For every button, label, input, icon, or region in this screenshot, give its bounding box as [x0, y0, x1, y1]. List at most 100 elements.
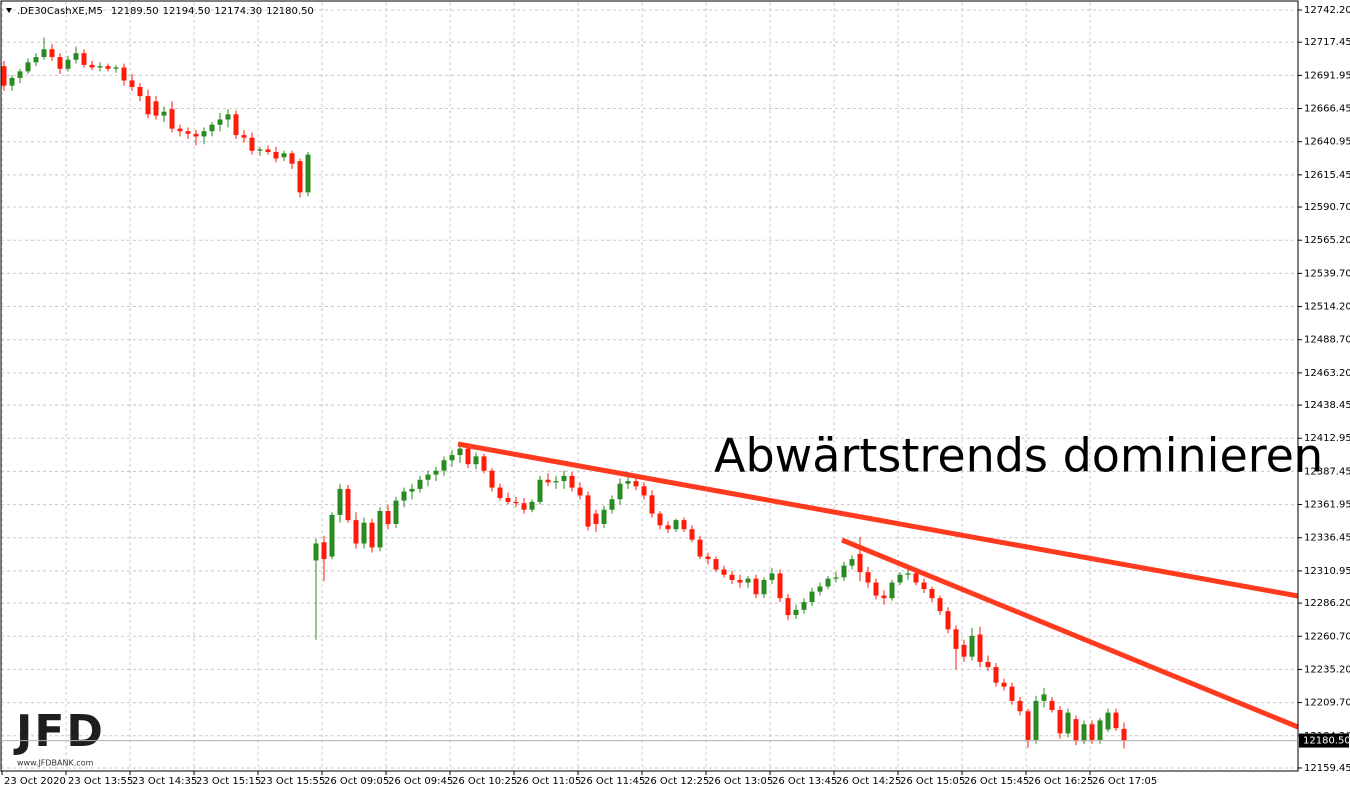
candle-body	[713, 559, 719, 570]
grid	[1, 2, 1298, 771]
candle-body	[873, 582, 879, 596]
candle-body	[1113, 712, 1119, 729]
candle-body	[473, 456, 479, 465]
header-value: 12189.50	[111, 6, 159, 17]
candle-body	[201, 131, 207, 137]
candle-body	[441, 460, 447, 471]
x-tick-label: 26 Oct 15:45	[964, 776, 1029, 787]
candle-body	[321, 542, 327, 560]
candle-body	[73, 53, 79, 60]
candle-body	[945, 611, 951, 630]
candle-body	[1009, 686, 1015, 701]
candle-body	[937, 598, 943, 612]
candle-body	[697, 539, 703, 557]
candle-body	[57, 57, 63, 69]
y-tick-label: 12387.45	[1304, 466, 1350, 477]
candle-body	[513, 501, 519, 504]
trend-line	[841, 537, 1299, 730]
candle-body	[361, 522, 367, 544]
header-value: 12180.50	[266, 6, 314, 17]
candle-body	[1065, 712, 1071, 734]
candle-body	[545, 479, 551, 483]
candle-body	[505, 497, 511, 502]
candle-body	[889, 582, 895, 599]
candle-body	[185, 131, 191, 134]
candle-body	[9, 77, 15, 86]
candle-body	[921, 582, 927, 590]
y-tick-label: 12463.20	[1304, 368, 1350, 379]
candle-body	[569, 475, 575, 488]
x-tick-label: 26 Oct 09:45	[388, 776, 453, 787]
candle-body	[961, 644, 967, 657]
x-tick-label: 23 Oct 14:35	[132, 776, 197, 787]
candle-body	[81, 53, 87, 65]
candle-body	[177, 128, 183, 132]
logo-brand: JFD	[13, 706, 105, 757]
candle-body	[1089, 724, 1095, 740]
y-tick-label: 12742.20	[1304, 5, 1350, 16]
candle-body	[657, 513, 663, 526]
x-tick-label: 26 Oct 10:25	[452, 776, 517, 787]
candle-body	[89, 64, 95, 68]
y-tick-label: 12438.45	[1304, 400, 1350, 411]
trend-line	[457, 441, 1299, 599]
candle-body	[217, 119, 223, 125]
y-tick-label: 12209.70	[1304, 698, 1350, 709]
menu-arrow[interactable]	[6, 8, 12, 13]
candle-body	[137, 86, 143, 97]
candle-body	[1097, 720, 1103, 740]
candle-body	[833, 577, 839, 579]
candle-body	[761, 579, 767, 595]
y-tick-label: 12286.20	[1304, 598, 1350, 609]
candle-body	[593, 513, 599, 525]
candle-body	[929, 589, 935, 599]
header-value: 12174.30	[214, 6, 262, 17]
candle-body	[209, 124, 215, 132]
candle-body	[161, 111, 167, 116]
candle-body	[369, 522, 375, 548]
candle-body	[857, 553, 863, 573]
candle-body	[377, 511, 383, 548]
candle-body	[1081, 724, 1087, 742]
y-tick-label: 12590.70	[1304, 202, 1350, 213]
candle-body	[633, 481, 639, 487]
candle-body	[1017, 700, 1023, 712]
y-tick-label: 12615.45	[1304, 170, 1350, 181]
candle-body	[345, 488, 351, 521]
candle-body	[297, 161, 303, 193]
candle-body	[353, 520, 359, 544]
candle-body	[977, 634, 983, 662]
candle-body	[537, 479, 543, 502]
candle-body	[225, 114, 231, 120]
candle-body	[1, 66, 7, 86]
candle-body	[1105, 712, 1111, 730]
candle-body	[897, 574, 903, 583]
x-tick-label: 26 Oct 11:05	[516, 776, 581, 787]
candle-body	[825, 578, 831, 587]
last-price-label: 12180.50	[1303, 736, 1350, 747]
symbol: .DE30CashXE,M5	[17, 6, 103, 17]
x-tick-label: 26 Oct 17:05	[1092, 776, 1157, 787]
candle-body	[33, 57, 39, 63]
candle-body	[681, 520, 687, 530]
candle-body	[153, 101, 159, 116]
candle-body	[841, 565, 847, 578]
chart-header: .DE30CashXE,M5 12189.50 12194.50 12174.30 12…	[17, 6, 314, 17]
candle-body	[737, 579, 743, 583]
last-price-box	[1299, 733, 1349, 748]
y-tick-label: 12361.95	[1304, 500, 1350, 511]
candle-body	[865, 572, 871, 583]
y-tick-label: 12539.70	[1304, 268, 1350, 279]
x-tick-label: 26 Oct 13:45	[772, 776, 837, 787]
candle-body	[809, 591, 815, 603]
x-tick-label: 26 Oct 09:05	[324, 776, 389, 787]
candle-body	[1025, 711, 1031, 740]
candle-body	[257, 149, 263, 151]
candle-body	[337, 488, 343, 515]
x-tick-label: 26 Oct 11:45	[580, 776, 645, 787]
candle-body	[409, 488, 415, 492]
candle-body	[193, 133, 199, 137]
y-tick-label: 12310.95	[1304, 566, 1350, 577]
logo-url: www.JFDBANK.com	[17, 759, 94, 768]
candle-body	[41, 49, 47, 58]
